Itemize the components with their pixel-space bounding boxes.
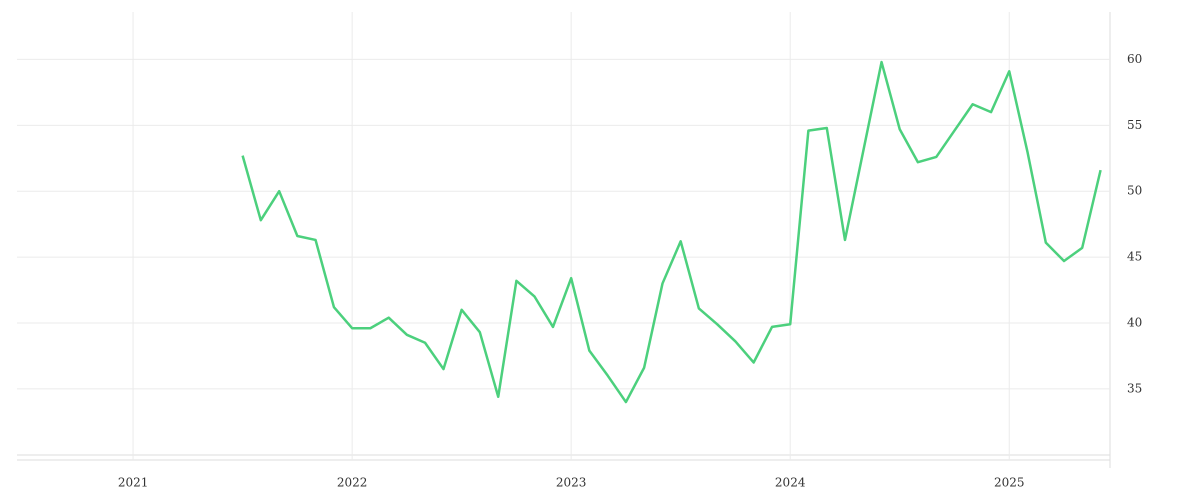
y-tick-label: 45 (1127, 250, 1142, 264)
y-tick-label: 40 (1127, 315, 1142, 329)
data-line (241, 60, 1102, 404)
x-tick-label: 2024 (775, 476, 806, 490)
x-tick-label: 2023 (556, 476, 587, 490)
y-tick-label: 55 (1127, 118, 1142, 132)
y-tick-label: 50 (1127, 184, 1142, 198)
y-tick-label: 60 (1127, 52, 1142, 66)
x-tick-label: 2025 (994, 476, 1025, 490)
x-tick-label: 2021 (118, 476, 149, 490)
y-tick-label: 35 (1127, 381, 1142, 395)
x-tick-label: 2022 (337, 476, 368, 490)
